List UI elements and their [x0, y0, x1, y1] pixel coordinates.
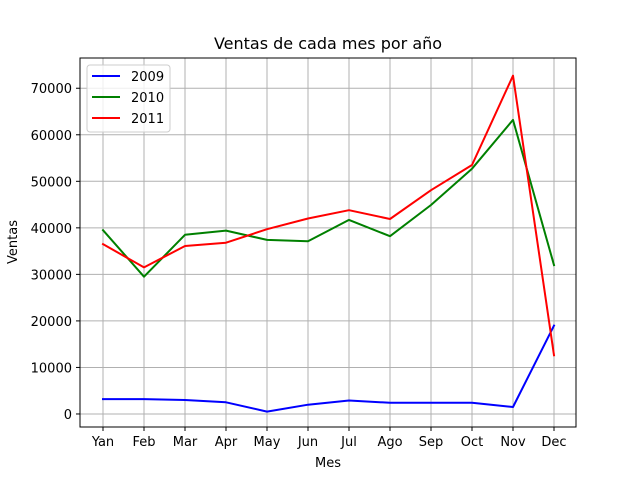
x-tick-label: Yan [91, 435, 114, 450]
x-tick-label: Sep [419, 435, 444, 450]
grid [80, 58, 576, 427]
x-tick-label: Mar [173, 435, 198, 450]
series-line-2010 [101, 118, 556, 278]
legend-label: 2010 [131, 91, 164, 106]
y-tick-label: 60000 [31, 129, 72, 144]
x-tick-label: Dec [541, 435, 566, 450]
legend-box [86, 64, 171, 133]
legend: 2009 2010 2011 [86, 64, 171, 133]
y-axis-label: Ventas [6, 220, 21, 264]
chart-title: Ventas de cada mes por año [214, 34, 442, 53]
series-line-2011 [101, 74, 556, 357]
x-tick-label: Oct [461, 435, 483, 450]
y-tick-label: 50000 [31, 175, 72, 190]
plot-frame [79, 57, 577, 428]
x-tick-label: Feb [132, 435, 155, 450]
x-axis-label: Mes [315, 456, 341, 471]
legend-label: 2009 [131, 70, 164, 85]
series-line-2009 [102, 324, 556, 413]
y-tick-label: 30000 [31, 268, 72, 283]
x-tick-label: Jul [340, 435, 357, 450]
x-tick-label: May [254, 435, 281, 450]
y-tick-label: 20000 [31, 315, 72, 330]
y-tick-label: 0 [64, 408, 72, 423]
y-tick-label: 40000 [31, 222, 72, 237]
x-tick-label: Ago [377, 435, 402, 450]
y-tick-label: 70000 [31, 82, 72, 97]
series-layer [101, 74, 556, 413]
y-axis: 0 10000 20000 30000 40000 50000 60000 70000 [31, 82, 80, 423]
x-tick-label: Apr [215, 435, 238, 450]
y-tick-label: 10000 [31, 361, 72, 376]
x-tick-label: Jun [297, 435, 318, 450]
x-tick-label: Nov [500, 435, 526, 450]
x-axis: Yan Feb Mar Apr May Jun Jul Ago Sep Oct Nov Dec [91, 427, 567, 450]
legend-label: 2011 [131, 112, 164, 127]
